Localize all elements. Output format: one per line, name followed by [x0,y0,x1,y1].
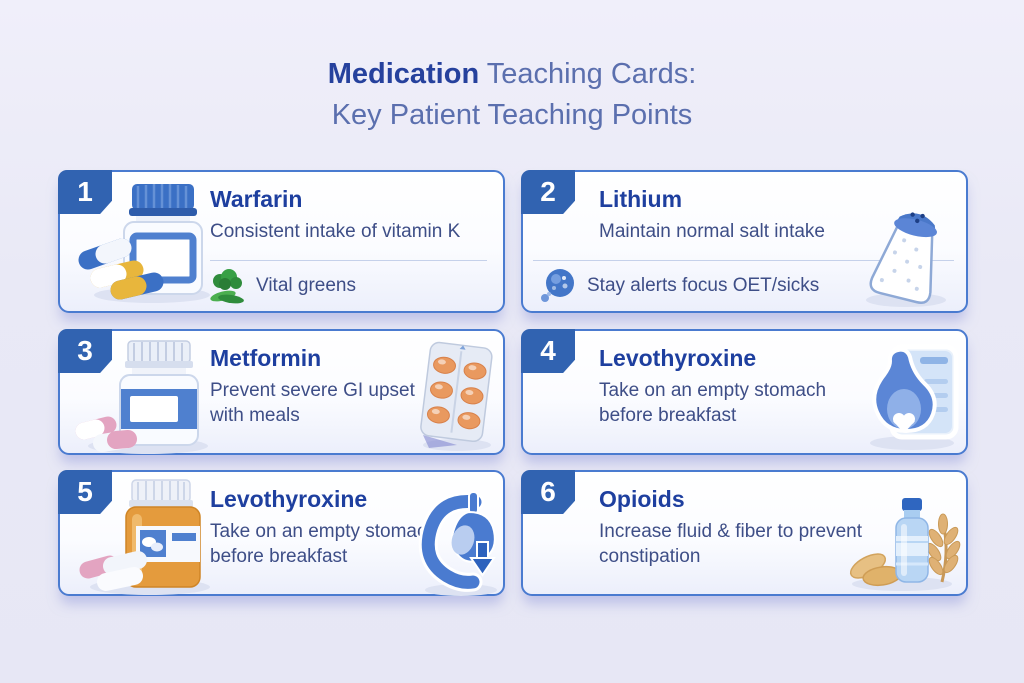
card-number-badge: 5 [58,470,112,514]
card-number-badge: 6 [521,470,575,514]
measuring-cup-illustration [870,344,959,450]
note-row: Stay alerts focus OET/sicks [537,266,819,306]
page-title-accent: Medication [327,58,480,90]
card-teaching-point: Take on an empty stomach before breakfas… [210,521,438,567]
blister-pack-illustration [420,341,493,451]
stomach-with-down-arrow-icon [418,491,497,596]
divider [533,260,954,261]
card-number-badge: 1 [58,170,112,214]
pill-bottle-with-capsules-illustration [78,184,210,303]
page-subtitle: Key Patient Teaching Points [331,99,693,131]
page-title: Medication Teaching Cards: Key Patient T… [0,54,1024,136]
card-number-badge: 4 [521,329,575,373]
card-levothyroxine-top: 4 Levothyroxine Take on an empty stomach… [521,329,968,455]
pill-bottle-with-tablets-illustration [75,340,208,454]
card-title: Levothyroxine [599,345,757,371]
card-number-badge: 3 [58,329,112,373]
page-title-line1: Medication Teaching Cards: [0,54,1024,95]
card-warfarin: 1 Warfarin Consistent intake of vitamin … [58,170,505,313]
card-title: Opioids [599,486,685,512]
card-teaching-point: Prevent severe GI upset with meals [210,380,415,426]
lithium-sphere-icon [541,269,574,302]
card-title: Levothyroxine [210,486,368,512]
card-levothyroxine-bottom: 5 Levothyroxine Take on an empty stomach… [58,470,505,596]
amber-pill-bottle-illustration [79,479,210,595]
note-text: Vital greens [256,275,356,296]
divider [210,260,487,261]
card-teaching-point: Take on an empty stomach before breakfas… [599,380,827,426]
card-title: Warfarin [210,186,303,212]
card-teaching-point: Consistent intake of vitamin K [210,221,461,242]
note-row: Vital greens [208,266,356,306]
salt-shaker-illustration [866,212,946,307]
card-opioids: 6 Opioids Increase fluid & fiber to prev… [521,470,968,596]
page-title-rest: Teaching Cards: [486,58,697,90]
card-teaching-point: Increase fluid & fiber to prevent consti… [599,521,862,567]
note-text: Stay alerts focus OET/sicks [587,275,820,296]
card-number-badge: 2 [521,170,575,214]
card-title: Metformin [210,345,322,371]
card-title: Lithium [599,186,683,212]
card-metformin: 3 Metformin Prevent severe GI upset with… [58,329,505,455]
card-lithium: 2 Lithium Maintain normal salt intake St… [521,170,968,313]
card-teaching-point: Maintain normal salt intake [599,221,825,242]
water-bottle-crackers-wheat-illustration [849,498,961,591]
broccoli-icon [210,269,244,304]
